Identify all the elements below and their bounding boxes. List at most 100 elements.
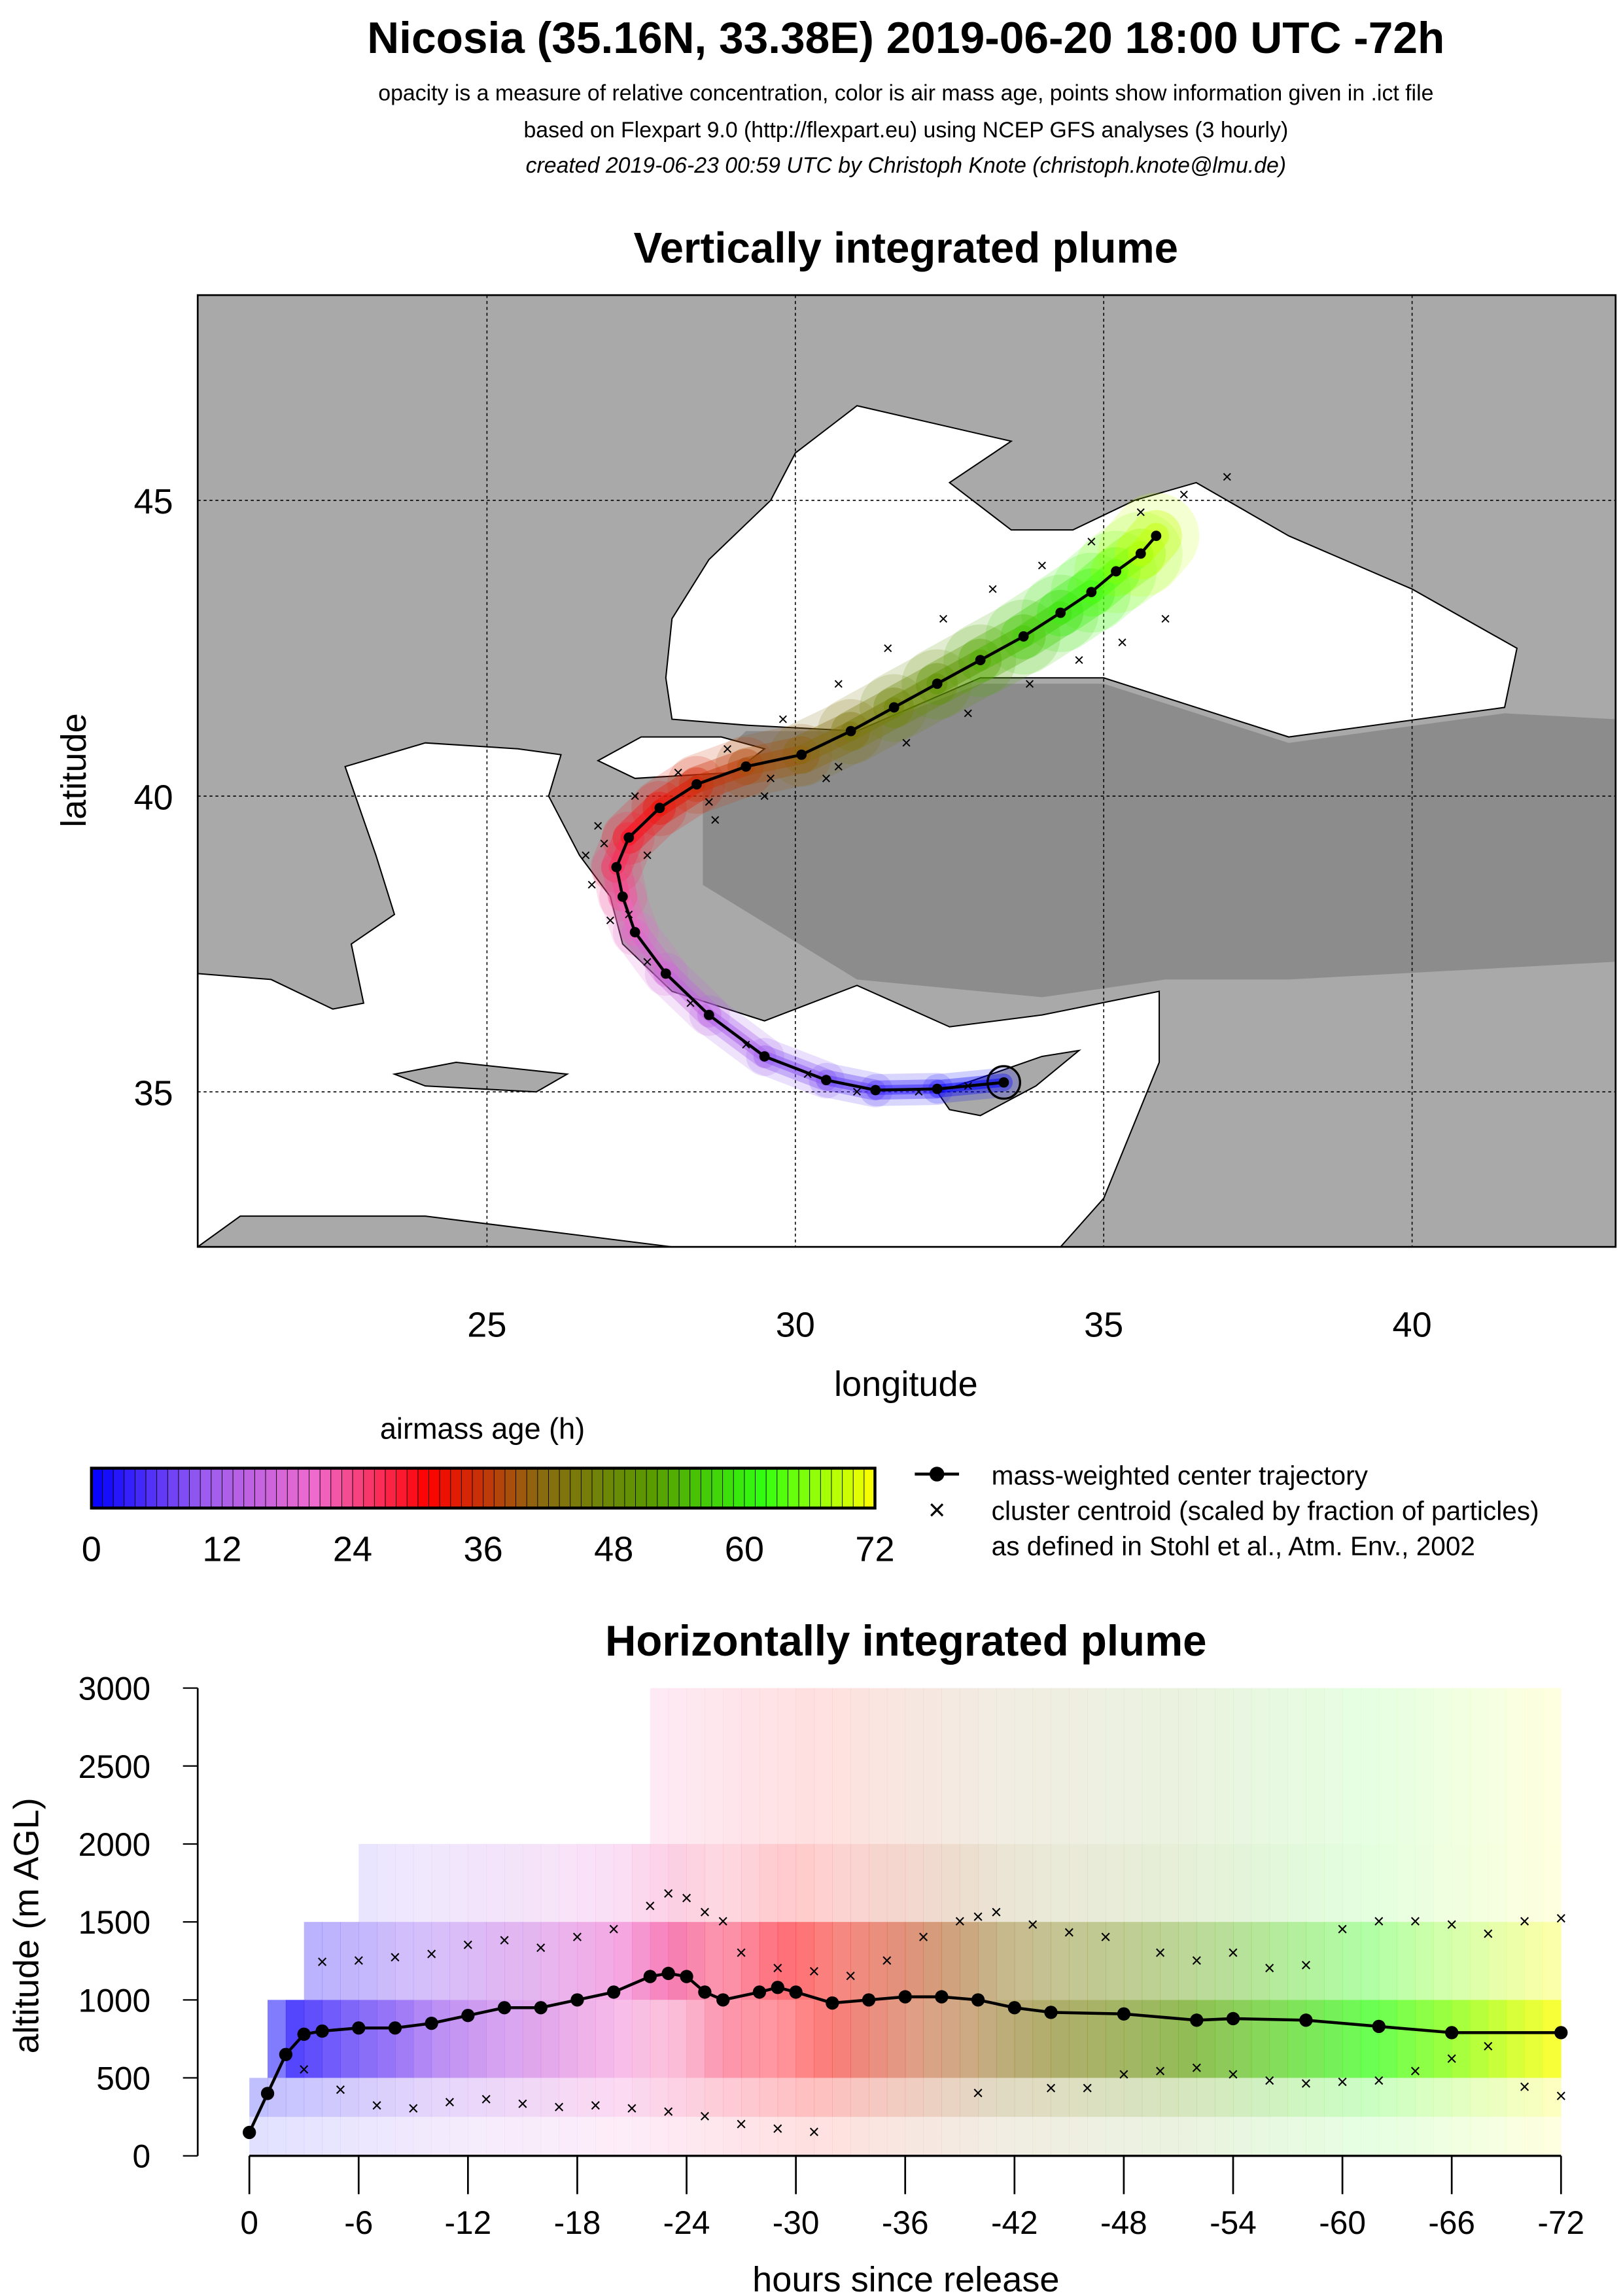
altitude-concentration-cell [1106,1688,1125,1844]
altitude-concentration-cell [1342,1843,1361,1922]
altitude-concentration-cell [668,2000,687,2078]
cluster-centroid-mark: × [605,911,616,930]
altitude-concentration-cell [723,2078,742,2117]
altitude-concentration-cell [668,2117,687,2140]
altitude-concentration-cell [631,2078,651,2117]
altitude-concentration-cell [1415,2117,1434,2140]
center-altitude-point [260,2087,275,2100]
altitude-concentration-cell [449,2117,468,2140]
y-tick-label: 2500 [79,1748,150,1785]
altitude-concentration-cell [1269,1843,1288,1922]
altitude-concentration-cell [1415,1843,1434,1922]
altitude-concentration-cell [1488,2000,1507,2078]
cluster-centroid-mark: × [1373,2070,1384,2091]
altitude-concentration-cell [686,2140,705,2156]
altitude-concentration-cell [394,2117,414,2140]
colorbar-tick-label: 0 [82,1530,101,1569]
altitude-concentration-cell [559,2140,578,2156]
cluster-centroid-mark: × [990,1902,1002,1923]
altitude-concentration-cell [1378,1843,1398,1922]
colorbar-tick-label: 48 [594,1530,633,1569]
altitude-concentration-cell [1087,2078,1106,2117]
altitude-concentration-cell [850,2078,869,2117]
altitude-concentration-cell [1178,1688,1197,1844]
altitude-concentration-cell [905,2000,924,2078]
altitude-concentration-cell [1306,1843,1325,1922]
altitude-concentration-cell [1269,1688,1288,1844]
black-sea [665,405,1518,738]
altitude-concentration-cell [832,2000,851,2078]
x-tick-label: -66 [1428,2204,1475,2241]
altitude-concentration-cell [1123,2078,1143,2117]
altitude-concentration-cell [741,2140,760,2156]
colorbar-bin [374,1468,387,1508]
subtitle-line1: opacity is a measure of relative concent… [378,80,1433,105]
altitude-concentration-cell [686,1688,705,1844]
altitude-concentration-cell [1251,1922,1270,2000]
altitude-concentration-cell [559,2000,578,2078]
cluster-centroid-mark: × [699,2106,710,2127]
y-tick-label: 3000 [79,1671,150,1707]
altitude-concentration-cell [1160,2000,1179,2078]
altitude-concentration-cell [1433,2078,1452,2117]
colorbar-bin [363,1468,375,1508]
cluster-centroid-mark: × [901,733,912,753]
cluster-centroid-mark: × [553,2096,565,2118]
cluster-centroid-mark: × [673,763,684,782]
altitude-concentration-cell [1160,1922,1179,2000]
altitude-concentration-cell [1142,2078,1161,2117]
cluster-centroid-mark: × [1482,2036,1493,2057]
cluster-centroid-mark: × [535,1938,546,1959]
map-ytick-label: 40 [133,778,173,817]
altitude-concentration-cell [268,2117,287,2140]
altitude-concentration-cell [1342,2078,1361,2117]
altitude-concentration-cell [869,2000,888,2078]
legend-reference: as defined in Stohl et al., Atm. Env., 2… [992,1531,1475,1561]
colorbar-bin [221,1468,234,1508]
center-altitude-point [1007,2001,1021,2015]
cluster-centroid-mark: × [1264,1958,1275,1979]
y-tick-label: 2000 [79,1826,150,1863]
legend-cluster: × cluster centroid (scaled by fraction o… [928,1493,1539,1526]
altitude-concentration-cell [1452,1922,1471,2000]
altitude-concentration-cell [705,2000,724,2078]
altitude-concentration-cell [1324,1843,1343,1922]
altitude-concentration-cell [1506,2140,1526,2156]
cluster-centroid-mark: × [1161,609,1171,629]
altitude-concentration-cell [1032,1922,1051,2000]
cluster-centroid-mark: × [1117,633,1128,652]
altitude-concentration-cell [504,2078,523,2117]
cluster-centroid-mark: × [462,1934,474,1956]
colorbar-tick-label: 24 [333,1530,372,1569]
altitude-concentration-cell [1524,2000,1543,2078]
cluster-centroid-mark: × [765,769,776,788]
altitude-concentration-cell [686,2117,705,2140]
altitude-concentration-cell [668,1922,687,2000]
altitude-concentration-cell [1196,2000,1215,2078]
colorbar-bin [189,1468,201,1508]
altitude-concentration-cell [1506,2078,1526,2117]
altitude-concentration-cell [559,2078,578,2117]
altitude-concentration-cell [905,2140,924,2156]
altitude-concentration-cell [614,2078,633,2117]
altitude-concentration-cell [377,2078,396,2117]
altitude-concentration-cell [869,2117,888,2140]
center-trajectory-point [691,779,702,790]
altitude-concentration-cell [394,2000,414,2078]
center-trajectory-point [1111,566,1121,577]
center-altitude-point [352,2021,366,2035]
colorbar-bin [298,1468,310,1508]
altitude-concentration-cell [1378,2117,1398,2140]
altitude-concentration-cell [1324,2000,1343,2078]
altitude-concentration-cell [486,2078,505,2117]
colorbar-bin [624,1468,637,1508]
colorbar-bin [657,1468,669,1508]
altitude-concentration-cell [1251,2117,1270,2140]
altitude-concentration-cell [741,1688,760,1844]
altitude-concentration-cell [960,1922,979,2000]
altitude-concentration-cell [1433,2140,1452,2156]
altitude-concentration-cell [850,1843,869,1922]
altitude-concentration-cell [577,2078,596,2117]
cluster-centroid-mark: × [954,1911,966,1932]
